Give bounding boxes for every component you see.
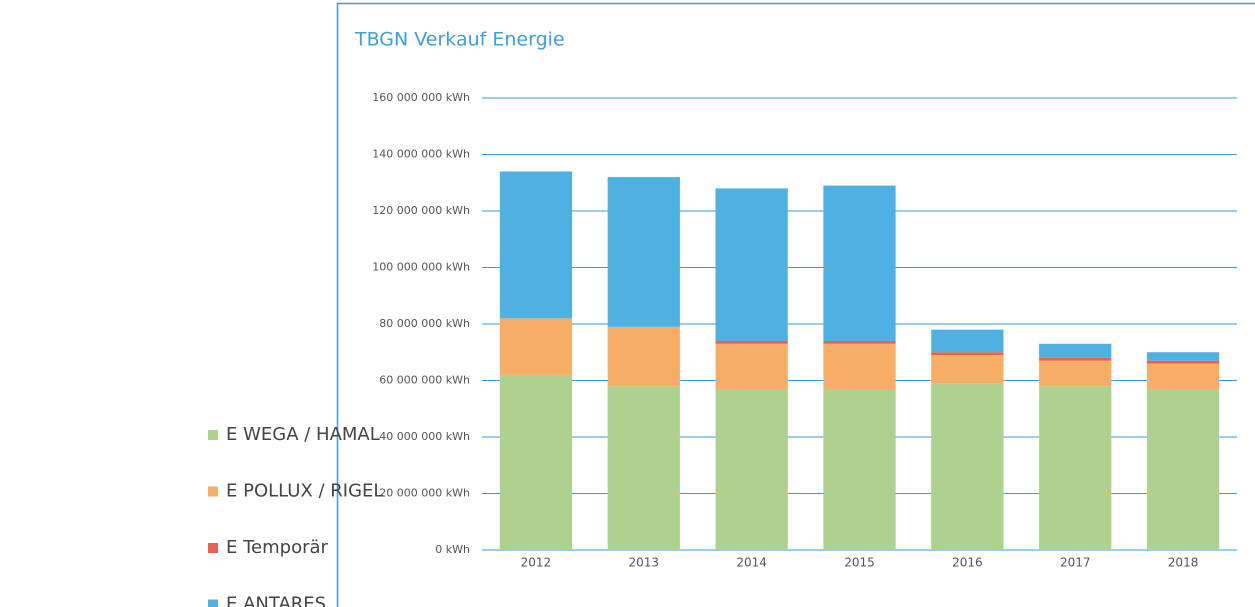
x-tick-label: 2018 — [1168, 556, 1199, 570]
bar-segment — [1039, 360, 1112, 387]
legend-swatch — [208, 430, 218, 440]
bar-segment — [715, 388, 788, 550]
x-tick-label: 2012 — [521, 556, 552, 570]
y-tick-label: 120 000 000 kWh — [372, 204, 470, 217]
bar-segment — [499, 318, 573, 375]
chart-frame — [336, 2, 1255, 607]
bar-segment — [931, 383, 1004, 550]
bar-segment — [715, 188, 788, 341]
legend-swatch — [208, 543, 218, 553]
x-tick-label: 2015 — [844, 556, 875, 570]
bar-segment — [823, 185, 896, 341]
bar-segment — [931, 352, 1004, 356]
bar-segment — [499, 171, 573, 319]
chart-title: TBGN Verkauf Energie — [354, 29, 565, 51]
bar-segment — [1039, 386, 1112, 550]
bar-segment — [1146, 388, 1220, 550]
x-tick-label: 2017 — [1060, 556, 1091, 570]
bar-segment — [823, 388, 896, 550]
y-tick-label: 20 000 000 kWh — [379, 487, 470, 500]
bar-segment — [823, 343, 896, 389]
x-tick-label: 2013 — [629, 556, 660, 570]
y-tick-label: 60 000 000 kWh — [379, 374, 470, 387]
x-tick-label: 2014 — [736, 556, 767, 570]
y-tick-label: 160 000 000 kWh — [372, 91, 470, 104]
bar-segment — [931, 355, 1004, 384]
y-tick-label: 100 000 000 kWh — [372, 261, 470, 274]
x-tick-label: 2016 — [952, 556, 983, 570]
bar-segment — [499, 374, 573, 550]
bar-segment — [931, 329, 1004, 353]
bar-segment — [715, 343, 788, 389]
bar-segment — [607, 326, 680, 387]
bar-segment — [1146, 363, 1220, 389]
bar-segment — [1146, 352, 1220, 361]
bar-segment — [1039, 357, 1112, 361]
bar-segment — [715, 340, 788, 344]
bar-segment — [607, 177, 680, 327]
legend-label: E Temporär — [226, 537, 329, 558]
bar-segment — [1039, 343, 1112, 358]
y-tick-label: 40 000 000 kWh — [379, 430, 470, 443]
y-tick-label: 140 000 000 kWh — [372, 148, 470, 161]
y-tick-label: 0 kWh — [435, 543, 470, 556]
legend-swatch — [208, 486, 218, 497]
legend-label: E ANTARES — [226, 594, 326, 607]
legend-label: E POLLUX / RIGEL — [226, 481, 383, 502]
bar-segment — [607, 386, 680, 550]
bar-segment — [1146, 360, 1220, 364]
bar-segment — [823, 340, 896, 344]
legend-label: E WEGA / HAMAL — [226, 424, 380, 445]
y-tick-label: 80 000 000 kWh — [379, 317, 470, 330]
legend-swatch — [208, 599, 218, 607]
